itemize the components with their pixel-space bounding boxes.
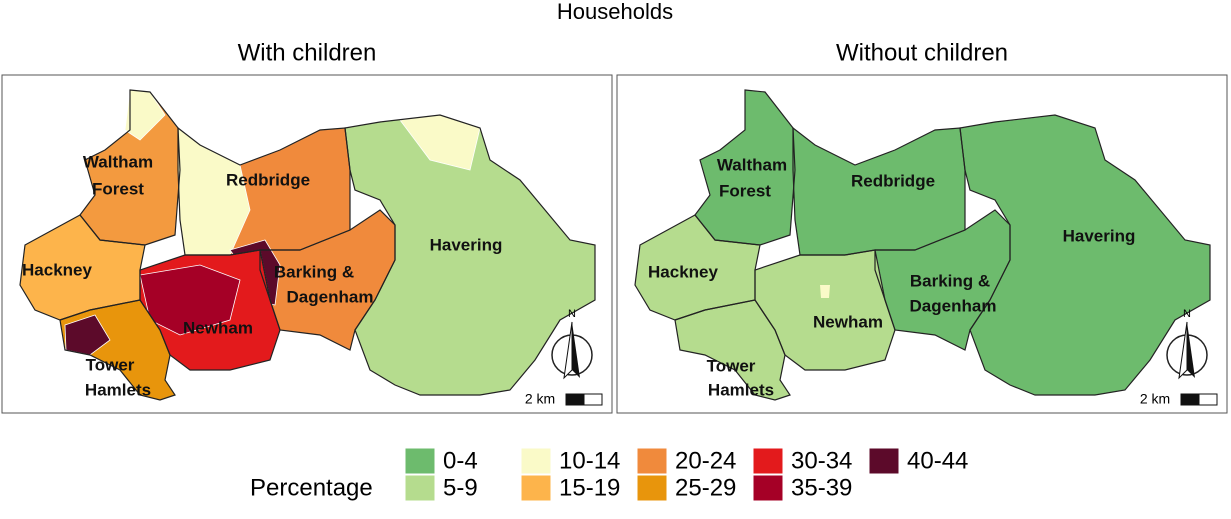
legend-swatch (752, 447, 784, 475)
legend-label: 40-44 (907, 447, 968, 474)
legend-swatch (752, 474, 784, 502)
map-labels: Waltham Forest Redbridge Havering Hackne… (648, 155, 1135, 399)
legend-label: 0-4 (443, 447, 478, 474)
legend-swatch (404, 474, 436, 502)
legend-swatch (636, 447, 668, 475)
map (19, 89, 596, 401)
area-label: Forest (719, 181, 771, 200)
area-label: Waltham (83, 152, 153, 171)
area-label: Hamlets (708, 380, 774, 399)
area-label: Barking & (274, 262, 354, 281)
area-label: Havering (430, 235, 503, 254)
map-labels: Waltham Forest Redbridge Havering Hackne… (22, 152, 502, 399)
legend-swatch (404, 447, 436, 475)
area-label: Redbridge (851, 171, 935, 190)
legend-swatch (868, 447, 900, 475)
area-label: Hackney (648, 262, 718, 281)
north-arrow: N (1166, 308, 1208, 380)
legend-title: Percentage (250, 474, 373, 501)
area-label: Tower (86, 355, 135, 374)
legend-label: 10-14 (559, 447, 620, 474)
area-label: Newham (813, 312, 883, 331)
scale-bar (1180, 393, 1200, 406)
legend-label: 25-29 (675, 474, 736, 501)
scale-label: 2 km (1140, 391, 1170, 407)
area-label: Waltham (717, 155, 787, 174)
area-label: Forest (92, 179, 144, 198)
area-label: Barking & (910, 271, 990, 290)
area-label: Redbridge (226, 170, 310, 189)
area-label: Hamlets (85, 380, 151, 399)
scale-bar (583, 393, 603, 406)
legend-label: 35-39 (791, 474, 852, 501)
map (634, 89, 1211, 401)
north-label: N (568, 308, 576, 320)
panel-title: With children (238, 39, 377, 66)
legend-swatch (520, 474, 552, 502)
north-arrow: N (551, 308, 593, 380)
area-label: Havering (1063, 226, 1136, 245)
scale-bar (565, 393, 585, 406)
legend-swatch (520, 447, 552, 475)
area-label: Dagenham (287, 287, 374, 306)
legend-label: 20-24 (675, 447, 736, 474)
panel-title: Without children (836, 39, 1008, 66)
area-label: Hackney (22, 260, 92, 279)
legend-swatch (636, 474, 668, 502)
scale-label: 2 km (525, 391, 555, 407)
area-label: Dagenham (910, 296, 997, 315)
title: Households (557, 0, 673, 24)
scale-bar (1198, 393, 1218, 406)
legend-label: 5-9 (443, 474, 478, 501)
area-label: Newham (183, 318, 253, 337)
north-label: N (1183, 308, 1191, 320)
legend-label: 15-19 (559, 474, 620, 501)
area-label: Tower (707, 356, 756, 375)
legend-label: 30-34 (791, 447, 852, 474)
